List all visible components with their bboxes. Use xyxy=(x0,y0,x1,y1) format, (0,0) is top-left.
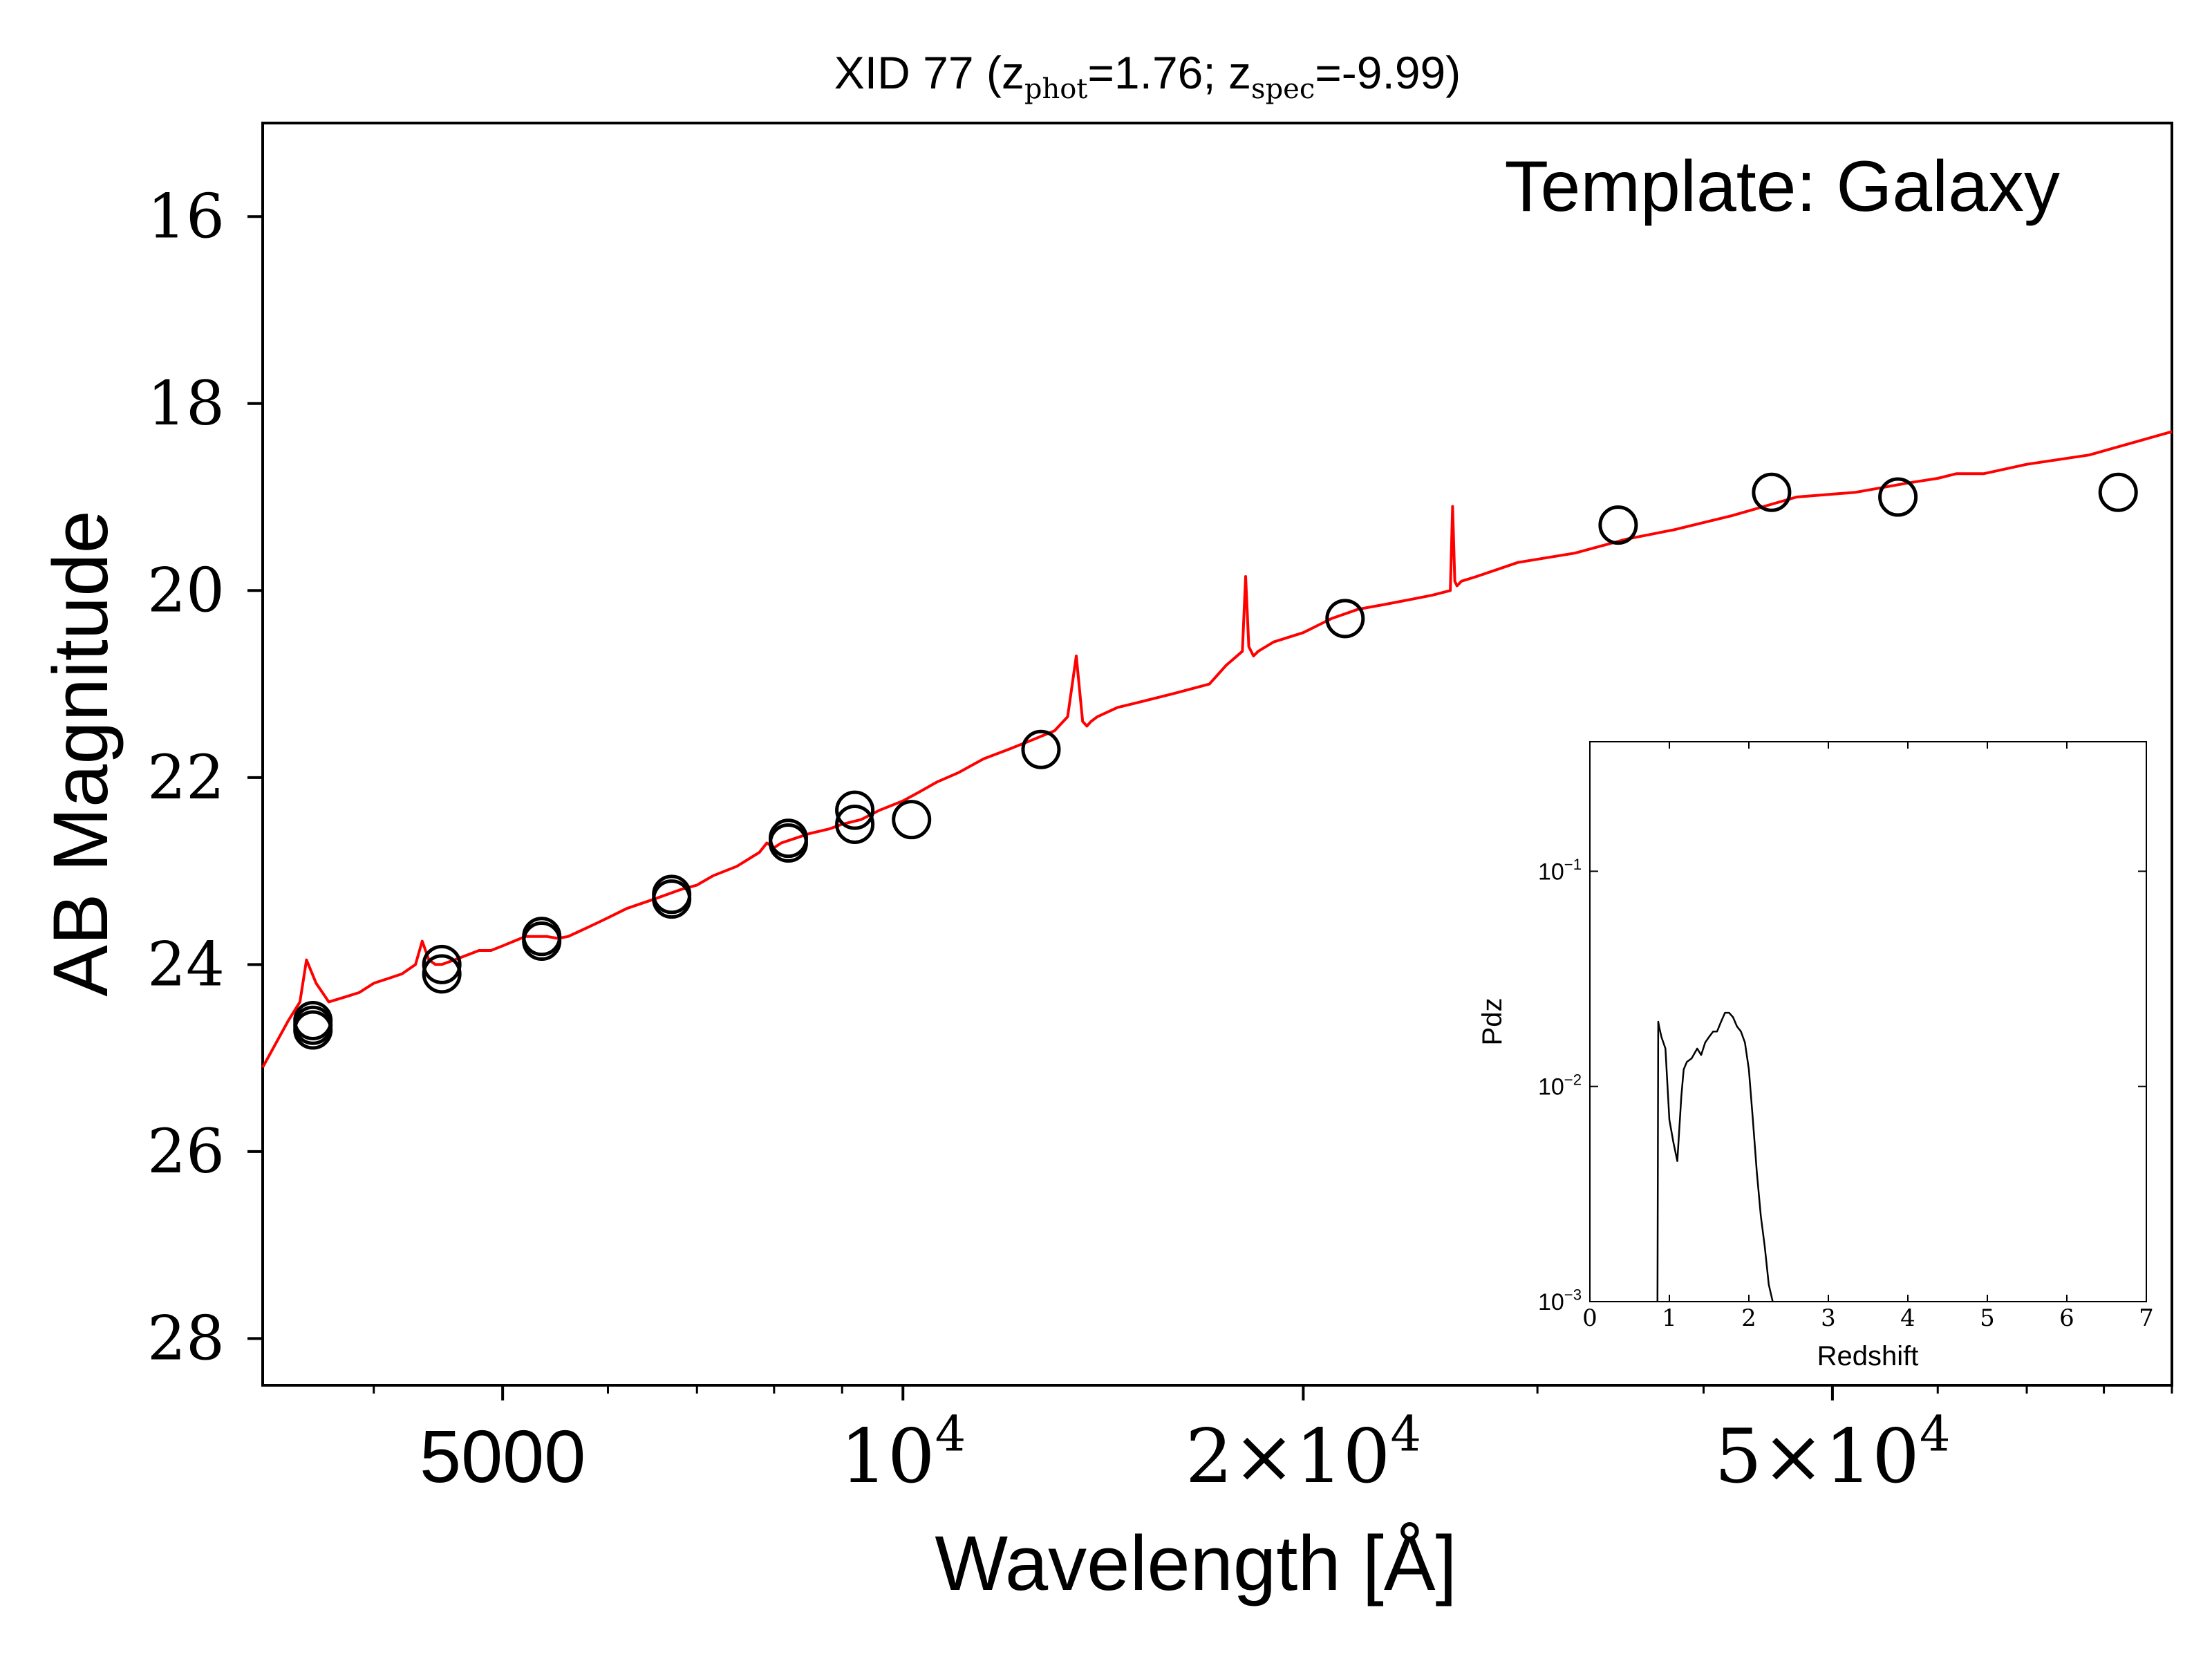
inset-x-tick-label: 7 xyxy=(2139,1304,2154,1332)
y-tick-label: 18 xyxy=(147,368,225,439)
photometry-point xyxy=(652,874,692,915)
inset-x-tick-label: 5 xyxy=(1980,1304,1995,1332)
inset-x-axis-label: Redshift xyxy=(1817,1341,1919,1371)
inset-y-tick-label: 10−3 xyxy=(1538,1286,1582,1315)
x-tick-label: 2×104 xyxy=(1185,1406,1421,1500)
photometry-point xyxy=(892,800,932,840)
photometry-point xyxy=(2098,472,2138,512)
inset-series-group xyxy=(1656,1011,1774,1302)
x-tick-label: 5000 xyxy=(420,1414,585,1498)
x-tick-label: 104 xyxy=(840,1406,966,1500)
inset-x-tick-label: 1 xyxy=(1662,1304,1677,1332)
inset-background xyxy=(1459,719,2171,1381)
inset-x-tick-label: 3 xyxy=(1821,1304,1836,1332)
photometry-point xyxy=(422,944,462,984)
inset-x-tick-label: 4 xyxy=(1900,1304,1915,1332)
y-tick-label: 16 xyxy=(147,180,225,252)
inset-axes-ticks: 0 1 2 3 4 5 6 7 10−1 10−2 10−3 xyxy=(1538,742,2154,1332)
photometry-point xyxy=(522,917,562,957)
photometry-point xyxy=(1325,599,1365,639)
photometry-point xyxy=(1752,472,1792,512)
chart-title: XID 77 (zphot=1.76; zspec=-9.99) xyxy=(834,47,1461,105)
y-tick-label: 28 xyxy=(147,1302,225,1374)
inset-x-tick-label: 0 xyxy=(1582,1304,1597,1332)
photometry-point xyxy=(293,1000,333,1040)
photometry-point xyxy=(768,818,808,859)
pdz-line xyxy=(1656,1011,1774,1302)
inset-y-tick-label: 10−1 xyxy=(1538,856,1582,885)
y-axis-label: AB Magnitude xyxy=(37,510,124,997)
x-axis-label: Wavelength [Å] xyxy=(935,1520,1456,1606)
photometry-point xyxy=(835,790,875,830)
y-tick-label: 20 xyxy=(147,554,225,626)
pdz-inset: 0 1 2 3 4 5 6 7 10−1 10−2 10−3 Redshift Pdz xyxy=(1459,719,2171,1381)
photometry-point xyxy=(422,954,462,994)
photometry-point xyxy=(1878,477,1918,517)
template-annotation: Template: Galaxy xyxy=(1505,147,2060,227)
y-tick-label: 26 xyxy=(147,1116,225,1187)
inset-y-axis-label: Pdz xyxy=(1477,998,1508,1046)
inset-frame xyxy=(1589,741,2147,1302)
y-tick-label: 22 xyxy=(147,742,225,813)
main-series-group xyxy=(261,430,2173,1069)
inset-y-tick-label: 10−2 xyxy=(1538,1071,1582,1100)
photometry-point xyxy=(1598,505,1638,545)
inset-x-tick-label: 6 xyxy=(2059,1304,2074,1332)
x-tick-label: 5×104 xyxy=(1714,1406,1950,1500)
inset-x-tick-label: 2 xyxy=(1741,1304,1756,1332)
y-tick-label: 24 xyxy=(147,928,225,1000)
photometry-point xyxy=(835,804,875,844)
photometry-point xyxy=(1021,729,1061,769)
